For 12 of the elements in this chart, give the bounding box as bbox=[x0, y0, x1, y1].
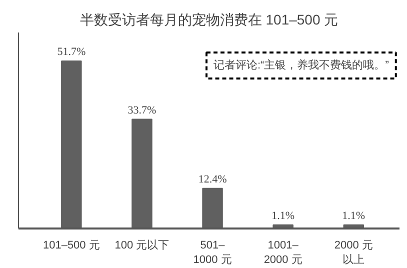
x-tick-label: 101–500 元 bbox=[42, 240, 100, 252]
x-tick-label: 100 元以下 bbox=[114, 238, 170, 252]
data-label: 1.1% bbox=[272, 210, 295, 222]
x-tick-label: 1001– 2000 元 bbox=[264, 240, 302, 266]
data-label: 1.1% bbox=[342, 210, 366, 222]
x-tick-label: 501– 1000 元 bbox=[193, 240, 232, 266]
data-label: 12.4% bbox=[198, 173, 227, 186]
annotation: 记者评论:“主银，养我不费钱的哦。” bbox=[214, 58, 390, 72]
data-label: 33.7% bbox=[128, 104, 156, 116]
chart-title: 半数受访者每月的宠物消费在 101–500 元 bbox=[80, 12, 338, 28]
x-tick-label: 2000 元以上 bbox=[334, 240, 373, 266]
data-label: 51.7% bbox=[57, 46, 86, 58]
